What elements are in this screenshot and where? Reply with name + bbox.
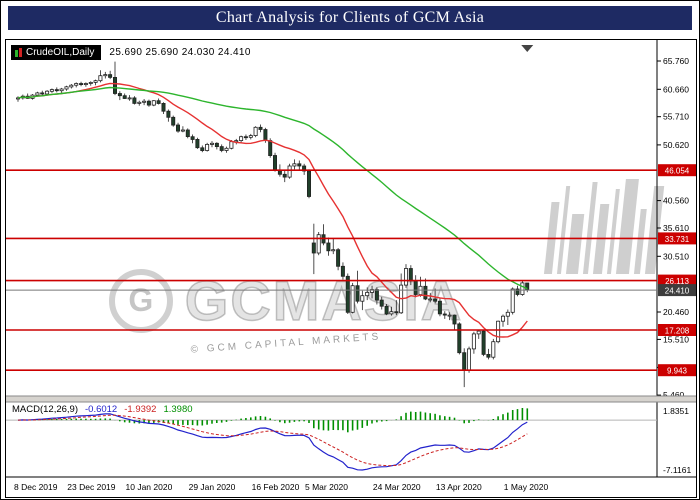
svg-text:30.510: 30.510 xyxy=(663,251,689,261)
svg-text:65.760: 65.760 xyxy=(663,56,689,66)
svg-text:55.710: 55.710 xyxy=(663,112,689,122)
ma-lines-group xyxy=(17,82,528,338)
shift-marker-icon xyxy=(521,45,534,52)
ohlc-values: 25.690 25.690 24.030 24.410 xyxy=(109,47,251,58)
date-axis-group: 8 Dec 2019 23 Dec 2019 10 Jan 2020 29 Jan 2… xyxy=(14,482,548,492)
price-axis-group: 65.760 60.660 55.710 50.620 40.560 35.610 30.5… xyxy=(657,56,696,400)
svg-text:16 Feb 2020: 16 Feb 2020 xyxy=(252,482,300,492)
svg-text:26.113: 26.113 xyxy=(665,277,689,286)
levels-group xyxy=(6,169,657,372)
svg-text:17.208: 17.208 xyxy=(665,327,690,336)
svg-text:23 Dec 2019: 23 Dec 2019 xyxy=(67,482,115,492)
macd-value-signal: -1.9392 xyxy=(124,404,157,415)
symbol-header: CrudeOIL,Daily 25.690 25.690 24.030 24.4… xyxy=(11,45,251,60)
svg-text:46.054: 46.054 xyxy=(665,167,690,176)
macd-header: MACD(12,26,9) -0.6012 -1.9392 1.3980 xyxy=(12,404,193,415)
page-title: Chart Analysis for Clients of GCM Asia xyxy=(215,9,485,26)
svg-text:1 May 2020: 1 May 2020 xyxy=(504,482,549,492)
svg-text:29 Jan 2020: 29 Jan 2020 xyxy=(189,482,236,492)
chart-plot-area[interactable]: 65.760 60.660 55.710 50.620 40.560 35.610 30.5… xyxy=(6,40,696,497)
chart-window: G GCMASIA © GCM CAPITAL MARKETS 65.760 60… xyxy=(5,39,697,498)
svg-text:15.510: 15.510 xyxy=(663,334,689,344)
svg-text:1.8351: 1.8351 xyxy=(663,406,689,416)
svg-text:9.943: 9.943 xyxy=(667,367,688,376)
svg-text:5 Mar 2020: 5 Mar 2020 xyxy=(305,482,348,492)
macd-value-histogram: 1.3980 xyxy=(163,404,193,415)
symbol-tag: CrudeOIL,Daily xyxy=(11,45,102,60)
svg-text:33.731: 33.731 xyxy=(665,235,690,244)
macd-value-main: -0.6012 xyxy=(85,404,118,415)
svg-text:13 Apr 2020: 13 Apr 2020 xyxy=(436,482,482,492)
svg-text:-7.1161: -7.1161 xyxy=(663,465,691,475)
svg-text:5.460: 5.460 xyxy=(663,390,685,400)
svg-text:35.610: 35.610 xyxy=(663,223,689,233)
svg-text:10 Jan 2020: 10 Jan 2020 xyxy=(126,482,173,492)
svg-text:60.660: 60.660 xyxy=(663,84,689,94)
panel-divider xyxy=(6,395,696,403)
candles-group xyxy=(15,61,530,388)
svg-text:40.560: 40.560 xyxy=(663,196,689,206)
macd-group: 1.8351 -7.1161 xyxy=(6,406,691,475)
candlestick-icon xyxy=(15,48,22,57)
svg-text:24 Mar 2020: 24 Mar 2020 xyxy=(373,482,421,492)
svg-text:8 Dec 2019: 8 Dec 2019 xyxy=(14,482,58,492)
symbol-name: CrudeOIL,Daily xyxy=(26,47,95,58)
macd-label: MACD(12,26,9) xyxy=(12,404,78,415)
svg-text:20.460: 20.460 xyxy=(663,307,689,317)
title-bar: Chart Analysis for Clients of GCM Asia xyxy=(8,6,692,30)
svg-text:50.620: 50.620 xyxy=(663,140,689,150)
svg-text:24.410: 24.410 xyxy=(665,287,690,296)
